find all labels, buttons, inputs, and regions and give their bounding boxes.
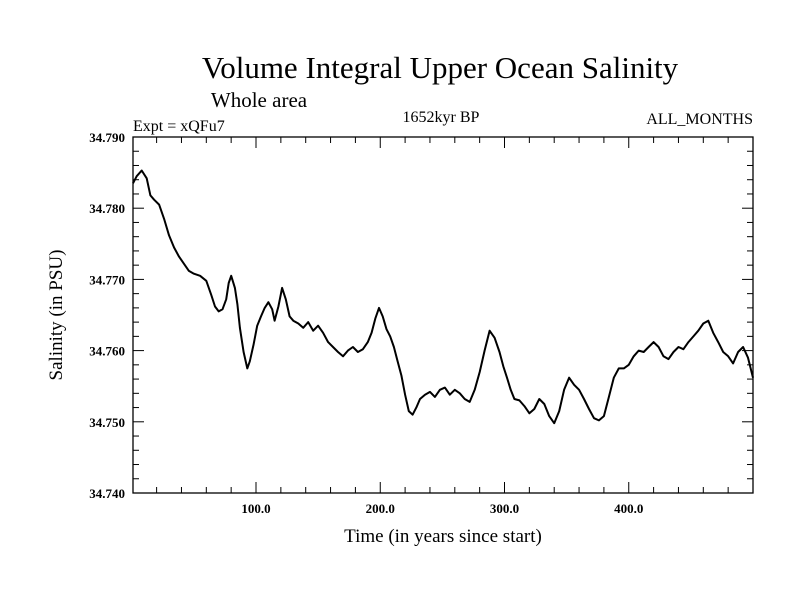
period-label: 1652kyr BP: [403, 109, 480, 126]
axis-ticks: [133, 136, 753, 494]
y-tick-label: 34.780: [89, 201, 125, 216]
x-tick-label: 300.0: [490, 501, 519, 516]
months-label: ALL_MONTHS: [646, 111, 753, 128]
y-tick-label: 34.760: [89, 344, 125, 359]
y-tick-label: 34.740: [89, 486, 125, 501]
x-tick-label: 200.0: [366, 501, 395, 516]
experiment-label: Expt = xQFu7: [133, 118, 225, 135]
x-axis-label: Time (in years since start): [344, 526, 542, 547]
x-tick-labels: 100.0 200.0 300.0 400.0: [241, 501, 643, 516]
x-tick-label: 100.0: [241, 501, 270, 516]
chart-subtitle: Whole area: [211, 88, 308, 112]
y-tick-labels: 34.740 34.750 34.760 34.770 34.780 34.790: [89, 130, 125, 501]
chart-title: Volume Integral Upper Ocean Salinity: [202, 50, 679, 85]
y-tick-label: 34.790: [89, 130, 125, 145]
salinity-series-line: [132, 169, 754, 425]
x-tick-label: 400.0: [614, 501, 643, 516]
y-axis-label: Salinity (in PSU): [46, 250, 67, 381]
y-tick-label: 34.770: [89, 272, 125, 287]
plot-frame: [132, 136, 754, 494]
y-tick-label: 34.750: [89, 415, 125, 430]
